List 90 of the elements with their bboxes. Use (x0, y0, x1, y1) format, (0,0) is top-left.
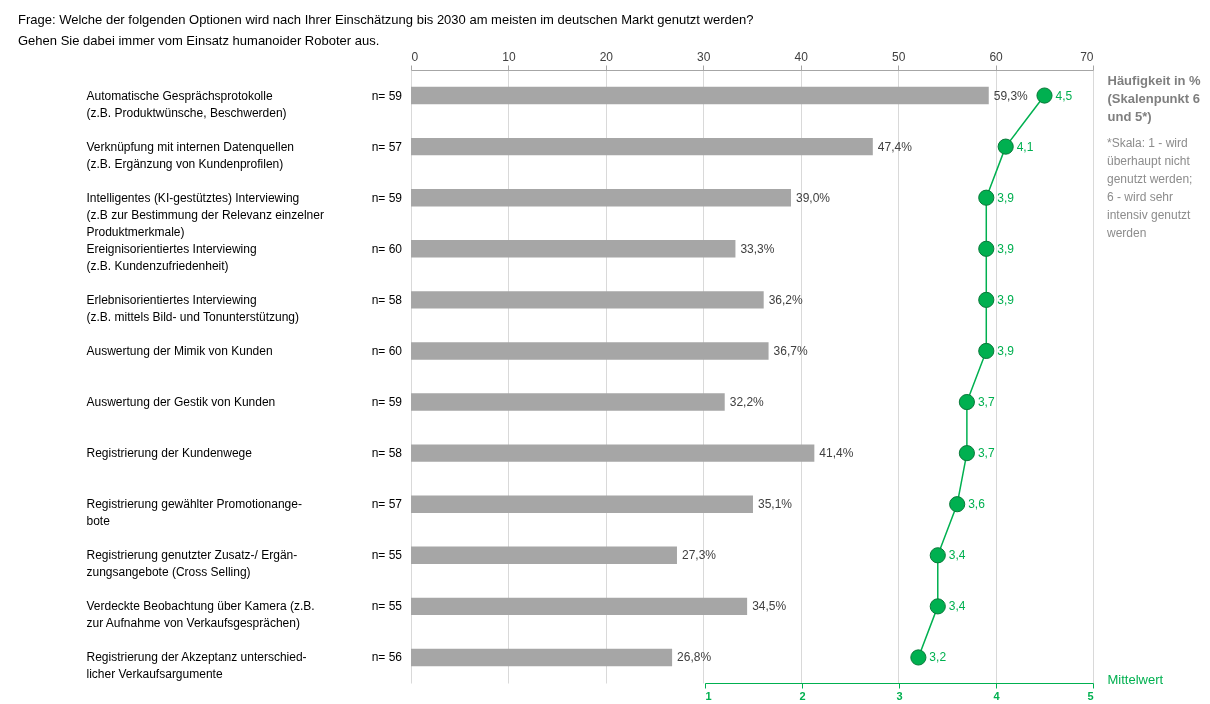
x2-tick-label: 1 (705, 689, 712, 702)
bar (411, 393, 725, 411)
y-tick-label: Verdeckte Beobachtung über Kamera (z.B. zur Aufnahme von Verkaufsgesprächen) (86, 599, 315, 631)
x-tick-label: 40 (794, 49, 809, 64)
x-axis-title: Häufigkeit in % (Skalenpunkt 6 und 5*) (1107, 72, 1202, 124)
data-label: 3,2 (929, 650, 947, 665)
text: n= 59 (371, 190, 403, 205)
bar (411, 342, 769, 360)
x2-tick-label: 3 (896, 689, 903, 702)
bar (411, 648, 673, 667)
data-label: 26,8% (677, 650, 712, 665)
y-tick-label: Verknüpfung mit internen Datenquellen (z.B. Ergänzung von Kundenprofilen) (86, 139, 294, 171)
bar (411, 546, 677, 564)
x-tick-label: 20 (599, 49, 614, 64)
x-tick-label: 70 (1080, 49, 1094, 64)
text: n= 57 (371, 139, 403, 154)
y-tick-label: Registrierung gewählter Promotionange- bote (86, 497, 302, 529)
text: *Skala: 1 - wird überhaupt nicht genutzt werden; 6 - wird sehr intensiv genutzt werden (1106, 136, 1193, 240)
x-tick-label: 30 (697, 49, 711, 64)
data-label: 3,9 (997, 190, 1015, 205)
y-tick-label: Erlebnisorientiertes Interviewing (z.B. mittels Bild- und Tonunterstützung) (86, 292, 300, 324)
data-label: 41,4% (819, 446, 854, 461)
x2-tick-label: 5 (1087, 689, 1094, 702)
bar (411, 240, 736, 258)
data-label: 35,1% (757, 497, 793, 512)
y-tick-label: Auswertung der Gestik von Kunden (86, 395, 276, 410)
point (978, 342, 995, 360)
data-label: 32,2% (729, 395, 765, 410)
text: n= 59 (371, 88, 403, 103)
point (929, 598, 946, 615)
data-label: 3,4 (948, 599, 966, 614)
point (978, 189, 995, 206)
x-tick-label: 0 (411, 49, 419, 64)
point (958, 393, 975, 411)
point (949, 496, 966, 513)
point (978, 291, 995, 308)
y-tick-label: Registrierung der Kundenwege (86, 446, 253, 461)
bar (411, 189, 791, 207)
data-label: 36,2% (768, 292, 804, 307)
text: n= 55 (371, 548, 403, 563)
data-label: 34,5% (752, 599, 787, 614)
point (929, 547, 946, 564)
data-label: 4,1 (1016, 139, 1034, 154)
data-label: 33,3% (740, 241, 775, 256)
text: n= 60 (371, 343, 403, 358)
data-label: 59,3% (993, 88, 1029, 103)
text: n= 56 (371, 650, 403, 665)
data-label: 47,4% (877, 139, 913, 154)
data-label: 3,7 (977, 446, 995, 461)
data-label: 3,9 (997, 241, 1015, 256)
data-label: 39,0% (795, 190, 831, 205)
point (1036, 87, 1053, 104)
bar (411, 597, 748, 616)
data-label: 3,9 (997, 292, 1015, 307)
point (958, 445, 975, 462)
data-label: 27,3% (681, 548, 717, 563)
y-tick-label: Intelligentes (KI-gestütztes) Interviewing (z.B zur Bestimmung der Relevanz einzelner Produktmerkmale) (86, 190, 324, 239)
x-tick-label: 60 (989, 49, 1004, 64)
text: n= 58 (371, 292, 403, 307)
y-tick-label: Automatische Gesprächsprotokolle (z.B. Produktwünsche, Beschwerden) (86, 88, 287, 120)
data-label: 3,9 (997, 343, 1015, 358)
data-label: 4,5 (1055, 88, 1073, 103)
x2-axis-title: Mittelwert (1107, 671, 1164, 687)
bar (411, 495, 753, 513)
data-label: 36,7% (773, 343, 808, 358)
x2-tick-label: 4 (993, 689, 1001, 702)
point (978, 240, 995, 257)
x-tick-label: 50 (891, 49, 906, 64)
point (997, 138, 1014, 155)
x2-tick-label: 2 (799, 689, 806, 702)
y-tick-label: Registrierung genutzter Zusatz-/ Ergän- zungsangebote (Cross Selling) (86, 548, 298, 580)
bar (411, 137, 873, 156)
text: n= 60 (371, 241, 403, 256)
point (910, 649, 927, 666)
text: n= 57 (371, 497, 403, 512)
y-tick-label: Ereignisorientiertes Interviewing (z.B. Kundenzufriedenheit) (86, 241, 257, 273)
bar (411, 291, 764, 309)
text: Gehen Sie dabei immer vom Einsatz humanoider Roboter aus. (18, 33, 380, 48)
text: n= 59 (371, 395, 403, 410)
bar (411, 444, 815, 462)
data-label: 3,6 (968, 497, 986, 512)
bar (411, 86, 989, 105)
data-label: 3,7 (977, 395, 995, 410)
y-tick-label: Auswertung der Mimik von Kunden (86, 343, 273, 358)
chart-title: Frage: Welche der folgenden Optionen wird nach Ihrer Einschätzung bis 2030 am meisten im deutschen Markt genutzt werden? (18, 12, 754, 27)
y-tick-label: Registrierung der Akzeptanz unterschied- licher Verkaufsargumente (86, 650, 307, 682)
x-tick-label: 10 (502, 49, 516, 64)
text: n= 55 (371, 599, 403, 614)
data-label: 3,4 (948, 548, 966, 563)
text: n= 58 (371, 446, 403, 461)
